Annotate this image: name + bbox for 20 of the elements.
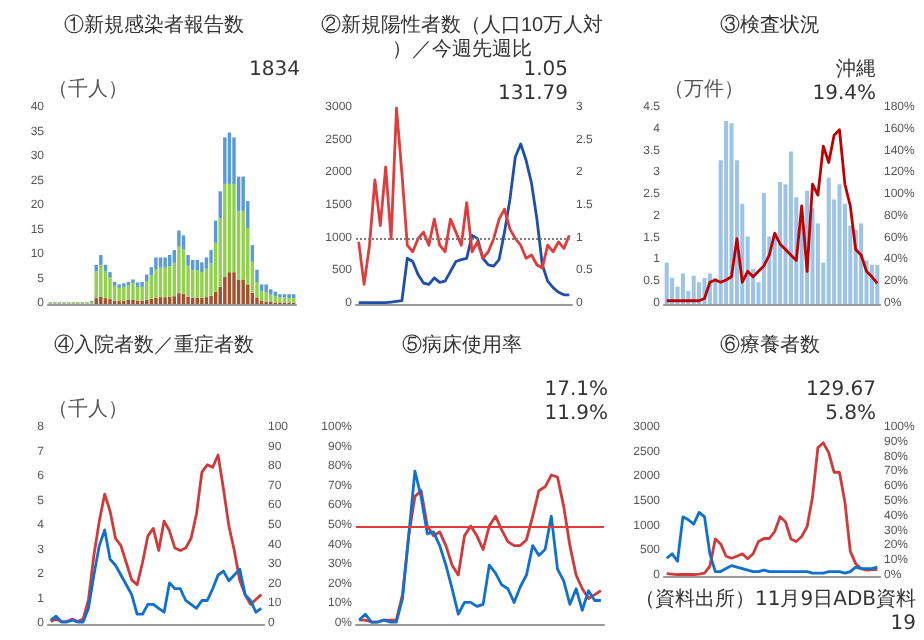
chart-title: ④入院者数／重症者数 bbox=[54, 333, 254, 357]
y-axis-title: （千人） bbox=[48, 397, 128, 421]
text: 5.8% bbox=[825, 403, 876, 425]
y-axis-title: （万件） bbox=[664, 79, 744, 101]
y-axis-title: （千人） bbox=[48, 77, 128, 101]
chart-title: ⑥療養者数 bbox=[720, 333, 820, 357]
text: 131.79 bbox=[498, 83, 569, 105]
text: 1.05 bbox=[523, 59, 568, 81]
text: 1834 bbox=[249, 59, 301, 81]
text: 沖縄 bbox=[836, 57, 876, 81]
text: 19.4% bbox=[812, 83, 877, 105]
chart-title: ⑤病床使用率 bbox=[402, 333, 522, 357]
text: 11.9% bbox=[544, 403, 609, 425]
chart-title: ③検査状況 bbox=[720, 13, 820, 37]
text: 129.67 bbox=[806, 379, 877, 401]
text: 19 bbox=[890, 613, 917, 635]
text: （資料出所）11月9日ADB資料 bbox=[635, 587, 917, 611]
chart-title: ②新規陽性者数（人口10万人対）／今週先週比 bbox=[320, 13, 604, 61]
chart-title: ①新規感染者報告数 bbox=[64, 13, 244, 37]
text: 17.1% bbox=[544, 379, 609, 401]
